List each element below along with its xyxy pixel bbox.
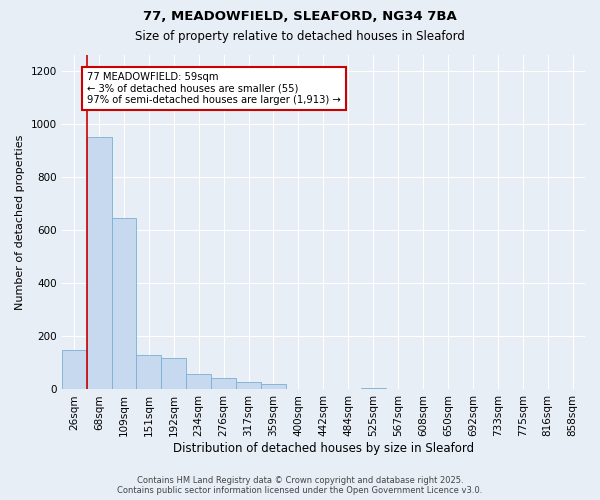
Bar bbox=[136, 355, 161, 390]
Bar bbox=[161, 358, 186, 390]
Y-axis label: Number of detached properties: Number of detached properties bbox=[15, 134, 25, 310]
Bar bbox=[211, 378, 236, 390]
Bar bbox=[62, 350, 86, 390]
Bar bbox=[86, 138, 112, 390]
Text: 77 MEADOWFIELD: 59sqm
← 3% of detached houses are smaller (55)
97% of semi-detac: 77 MEADOWFIELD: 59sqm ← 3% of detached h… bbox=[87, 72, 341, 106]
Text: Contains HM Land Registry data © Crown copyright and database right 2025.
Contai: Contains HM Land Registry data © Crown c… bbox=[118, 476, 482, 495]
Text: Size of property relative to detached houses in Sleaford: Size of property relative to detached ho… bbox=[135, 30, 465, 43]
Bar bbox=[236, 382, 261, 390]
X-axis label: Distribution of detached houses by size in Sleaford: Distribution of detached houses by size … bbox=[173, 442, 474, 455]
Bar bbox=[112, 218, 136, 390]
Bar bbox=[361, 388, 386, 390]
Bar bbox=[261, 384, 286, 390]
Bar bbox=[186, 374, 211, 390]
Text: 77, MEADOWFIELD, SLEAFORD, NG34 7BA: 77, MEADOWFIELD, SLEAFORD, NG34 7BA bbox=[143, 10, 457, 23]
